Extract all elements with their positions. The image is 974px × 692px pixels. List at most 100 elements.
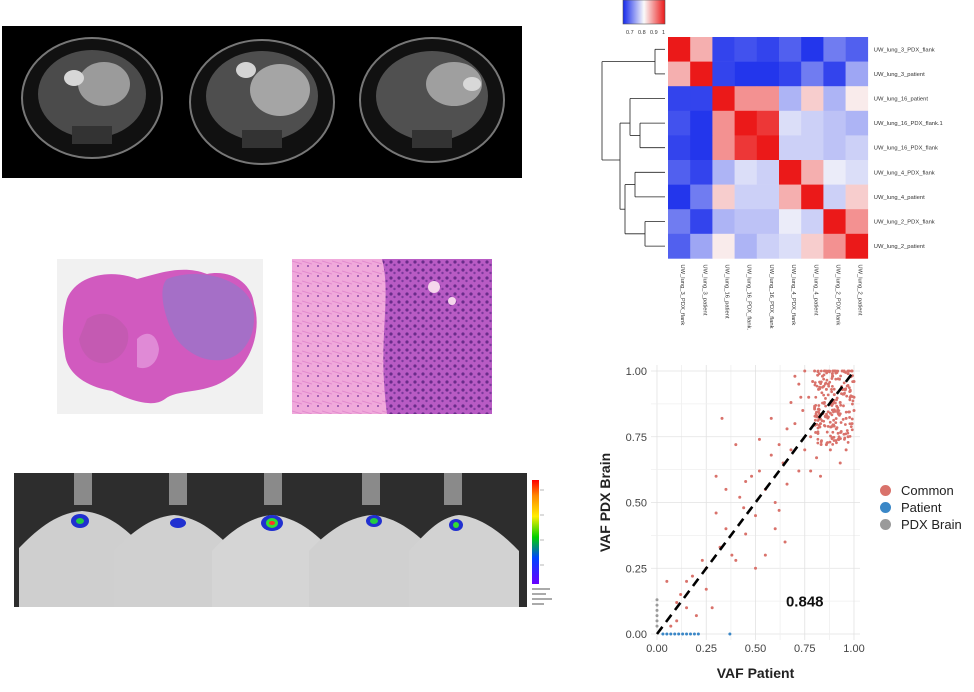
scatter-point	[814, 404, 818, 407]
scatter-point	[816, 441, 820, 445]
heatmap-col-label: UW_lung_16_patient	[724, 264, 730, 319]
scatter-point	[828, 380, 832, 384]
scatter-point	[797, 469, 801, 473]
heatmap-cell	[756, 160, 780, 185]
heatmap-cell	[801, 233, 824, 259]
vaf-scatter-plot: 0.00 0.00 0.25 0.25 0.50 0.50 0.75 0.75 1.00 1.00…	[590, 355, 974, 687]
scatter-point	[799, 395, 803, 399]
scatter-point	[837, 438, 841, 442]
heatmap-cell	[712, 61, 735, 87]
scatter-point	[817, 410, 821, 414]
heatmap-key-tick: 0.7	[626, 30, 634, 36]
scatter-point	[832, 387, 836, 391]
heatmap-cell	[734, 233, 758, 259]
heatmap-cell	[712, 233, 735, 259]
scatter-y-tick: 0.50	[626, 498, 647, 510]
mouse-2	[114, 473, 234, 607]
scatter-point	[826, 393, 830, 397]
scatter-point	[685, 579, 689, 583]
mouse-1	[19, 473, 144, 607]
heatmap-cell	[712, 86, 735, 112]
scatter-point	[773, 501, 777, 504]
scatter-point	[831, 430, 835, 434]
heatmap-cell	[779, 233, 802, 259]
scatter-point	[785, 482, 789, 486]
scatter-point	[832, 408, 836, 412]
scatter-point	[851, 380, 855, 384]
scatter-point	[844, 416, 848, 420]
scatter-point	[846, 440, 850, 444]
scatter-point	[816, 369, 820, 373]
scatter-point	[850, 422, 854, 426]
scatter-point	[826, 416, 830, 420]
scatter-point	[814, 412, 818, 416]
scatter-point	[816, 426, 820, 430]
scatter-point	[830, 384, 834, 388]
scatter-point	[769, 453, 773, 457]
scatter-x-tick: 0.25	[696, 643, 717, 655]
scatter-point	[757, 469, 761, 473]
scatter-point	[836, 406, 840, 410]
scatter-point	[819, 474, 823, 478]
heatmap-cell	[801, 135, 824, 161]
scatter-point	[843, 423, 847, 426]
scatter-point	[692, 632, 696, 636]
scatter-point	[675, 600, 679, 604]
scatter-point	[813, 418, 817, 422]
scatter-point	[816, 431, 820, 435]
scatter-point	[728, 632, 732, 636]
scatter-point	[655, 598, 659, 602]
scatter-point	[817, 372, 821, 376]
heatmap-cell	[801, 86, 824, 112]
heatmap-cell	[845, 160, 869, 185]
heatmap-cell	[845, 110, 869, 136]
scatter-point	[831, 369, 835, 373]
scatter-point	[837, 435, 841, 439]
scatter-point	[832, 435, 836, 439]
mouse-4	[309, 473, 434, 607]
heatmap-cell	[845, 37, 869, 62]
legend-pdx-brain-label: PDX Brain	[901, 517, 962, 532]
scatter-point	[688, 632, 692, 636]
scatter-point	[839, 403, 843, 407]
scatter-point	[845, 429, 849, 432]
scatter-point	[826, 441, 830, 444]
mri-brain-scans	[2, 26, 522, 178]
scatter-y-tick: 0.00	[626, 629, 647, 641]
heatmap-cell	[779, 160, 802, 185]
scatter-x-tick: 0.50	[745, 643, 766, 655]
scatter-point	[839, 421, 843, 424]
heatmap-cell	[779, 61, 802, 87]
scatter-point	[829, 425, 833, 429]
scatter-point	[835, 396, 839, 400]
heatmap-col-label: UW_lung_4_PDX_flank	[790, 264, 796, 325]
heatmap-cell	[690, 135, 713, 161]
heatmap-key-tick: 1	[662, 30, 665, 36]
heatmap-cell	[845, 135, 869, 161]
scatter-point	[816, 437, 820, 441]
scatter-point	[669, 624, 673, 628]
scatter-point	[720, 416, 724, 420]
scatter-point	[839, 374, 843, 378]
heatmap-row-label: UW_lung_3_PDX_flank	[874, 47, 935, 53]
scatter-point	[839, 429, 843, 433]
heatmap-row-label: UW_lung_2_PDX_flank	[874, 220, 935, 226]
heatmap-cell	[668, 160, 691, 185]
heatmap-cell	[756, 61, 780, 87]
scatter-point	[851, 395, 854, 398]
scatter-point	[807, 395, 811, 399]
scatter-point	[838, 377, 842, 381]
heatmap-cell	[690, 37, 713, 62]
heatmap-cell	[734, 61, 758, 87]
heatmap-cell	[756, 110, 780, 136]
heatmap-cell	[712, 184, 735, 210]
scatter-point	[848, 416, 851, 419]
heatmap-cell	[712, 209, 735, 235]
scatter-point	[827, 384, 831, 388]
scatter-point	[665, 632, 669, 636]
scatter-point	[822, 424, 826, 427]
heatmap-col-label: UW_lung_2_PDX_flank	[835, 264, 841, 325]
he-closeup-image	[292, 259, 492, 414]
scatter-point	[828, 420, 832, 424]
heatmap-cell	[756, 233, 780, 259]
